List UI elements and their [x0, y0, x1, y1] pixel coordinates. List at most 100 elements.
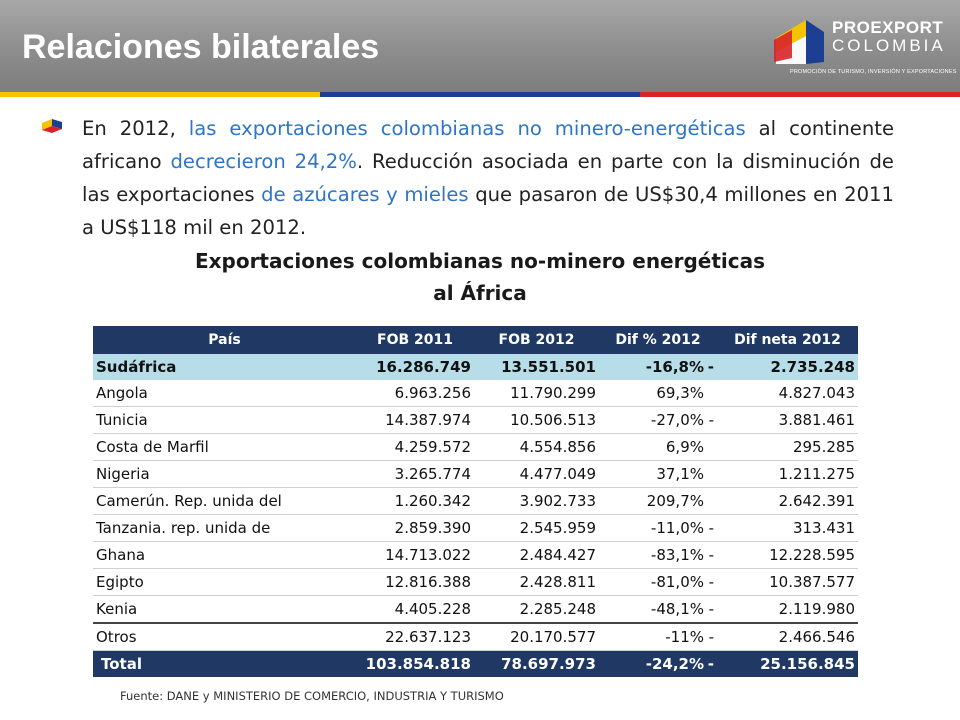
exports-table: País FOB 2011 FOB 2012 Dif % 2012 Dif ne…: [93, 326, 858, 677]
table-row: Costa de Marfil 4.259.572 4.554.856 6,9% 295…: [93, 433, 858, 461]
cell-country: Total: [93, 650, 356, 677]
cell-country: Ghana: [93, 541, 356, 569]
cell-dif-neta: 12.228.595: [717, 541, 858, 569]
cell-fob-2011: 16.286.749: [356, 354, 474, 380]
proexport-logo: PROEXPORT COLOMBIA PROMOCIÓN DE TURISMO,…: [770, 12, 956, 82]
page-title: Relaciones bilaterales: [22, 28, 380, 66]
bullet-highlight-1: las exportaciones colombianas no minero-…: [188, 117, 746, 140]
dif-pct-value: 37,1%: [656, 465, 704, 483]
cell-fob-2011: 103.854.818: [356, 650, 474, 677]
cell-dif-neta: 25.156.845: [717, 650, 858, 677]
cell-dif-pct: -11,0% -: [599, 514, 717, 542]
cell-fob-2012: 13.551.501: [474, 354, 599, 380]
cell-dif-pct: -11% -: [599, 622, 717, 651]
cell-dif-pct: -83,1% -: [599, 541, 717, 569]
dif-sign-marker: -: [708, 573, 714, 591]
cell-dif-neta: 3.881.461: [717, 406, 858, 434]
cell-fob-2012: 11.790.299: [474, 380, 599, 407]
cell-fob-2011: 4.259.572: [356, 433, 474, 461]
header-fob-2012: FOB 2012: [474, 326, 599, 354]
cell-dif-neta: 2.466.546: [717, 622, 858, 651]
cell-dif-neta: 295.285: [717, 433, 858, 461]
dif-pct-value: -81,0%: [650, 573, 704, 591]
cell-dif-pct: 37,1%: [599, 460, 717, 488]
header-pais: País: [93, 326, 356, 354]
cell-fob-2012: 4.554.856: [474, 433, 599, 461]
cell-fob-2012: 10.506.513: [474, 406, 599, 434]
cell-dif-pct: 6,9%: [599, 433, 717, 461]
cell-country: Kenia: [93, 595, 356, 624]
dif-pct-value: -27,0%: [650, 411, 704, 429]
dif-pct-value: 209,7%: [646, 492, 704, 510]
table-row: Camerún. Rep. unida del 1.260.342 3.902.73…: [93, 487, 858, 515]
cell-fob-2011: 14.387.974: [356, 406, 474, 434]
cell-fob-2011: 6.963.256: [356, 380, 474, 407]
flag-bullet-icon: [42, 119, 62, 133]
dif-pct-value: -83,1%: [650, 546, 704, 564]
logo-tagline: PROMOCIÓN DE TURISMO, INVERSIÓN Y EXPORT…: [790, 69, 957, 75]
cell-dif-pct: 209,7%: [599, 487, 717, 515]
bullet-paragraph: En 2012, las exportaciones colombianas n…: [82, 112, 894, 244]
dif-sign-marker: -: [707, 655, 714, 673]
header-dif-pct: Dif % 2012: [599, 326, 717, 354]
cell-country: Costa de Marfil: [93, 433, 356, 461]
dif-sign-marker: -: [708, 411, 714, 429]
cell-fob-2012: 2.285.248: [474, 595, 599, 624]
table-row: Kenia 4.405.228 2.285.248 -48,1% -2.119.980: [93, 595, 858, 624]
cell-fob-2011: 4.405.228: [356, 595, 474, 624]
table-row: Angola 6.963.256 11.790.299 69,3% 4.827.043: [93, 380, 858, 407]
table-row: Otros 22.637.123 20.170.577 -11% -2.466.546: [93, 622, 858, 651]
bullet-highlight-3: de azúcares y mieles: [261, 183, 469, 206]
dif-pct-value: -11,0%: [650, 519, 704, 537]
dif-sign-marker: -: [708, 546, 714, 564]
color-stripe: [0, 92, 960, 97]
cell-fob-2011: 22.637.123: [356, 622, 474, 651]
table-row: Tunicia 14.387.974 10.506.513 -27,0% -3.881.…: [93, 406, 858, 434]
cell-fob-2011: 14.713.022: [356, 541, 474, 569]
cell-dif-pct: 69,3%: [599, 380, 717, 407]
cell-dif-pct: -48,1% -: [599, 595, 717, 624]
cell-fob-2011: 12.816.388: [356, 568, 474, 596]
table-header-row: País FOB 2011 FOB 2012 Dif % 2012 Dif ne…: [93, 326, 858, 354]
table-row: Egipto 12.816.388 2.428.811 -81,0% -10.387.5…: [93, 568, 858, 596]
cell-fob-2012: 20.170.577: [474, 622, 599, 651]
cell-country: Egipto: [93, 568, 356, 596]
dif-sign-marker: -: [708, 600, 714, 618]
cell-dif-pct: -27,0% -: [599, 406, 717, 434]
cell-country: Tanzania. rep. unida de: [93, 514, 356, 542]
table-row: Sudáfrica 16.286.749 13.551.501 -16,8% -2.73…: [93, 354, 858, 380]
cell-dif-neta: 313.431: [717, 514, 858, 542]
cell-dif-neta: 1.211.275: [717, 460, 858, 488]
dif-pct-value: -24,2%: [645, 655, 704, 673]
cell-dif-neta: 2.119.980: [717, 595, 858, 624]
cell-dif-pct: -81,0% -: [599, 568, 717, 596]
dif-pct-value: 69,3%: [656, 384, 704, 402]
cell-country: Camerún. Rep. unida del: [93, 487, 356, 515]
table-title: Exportaciones colombianas no-minero ener…: [150, 245, 810, 309]
bullet-text-2: al continente africano: [82, 117, 894, 173]
cell-fob-2012: 3.902.733: [474, 487, 599, 515]
table-row: Nigeria 3.265.774 4.477.049 37,1% 1.211.275: [93, 460, 858, 488]
cell-country: Sudáfrica: [93, 354, 356, 380]
bullet-highlight-2: decrecieron 24,2%: [170, 150, 357, 173]
logo-word-proexport: PROEXPORT: [832, 18, 944, 37]
table-row: Ghana 14.713.022 2.484.427 -83,1% -12.228.59…: [93, 541, 858, 569]
cell-fob-2012: 78.697.973: [474, 650, 599, 677]
cell-fob-2011: 3.265.774: [356, 460, 474, 488]
cell-fob-2011: 1.260.342: [356, 487, 474, 515]
cell-dif-neta: 4.827.043: [717, 380, 858, 407]
cell-country: Nigeria: [93, 460, 356, 488]
cell-dif-neta: 10.387.577: [717, 568, 858, 596]
cell-fob-2012: 2.428.811: [474, 568, 599, 596]
bullet-text-3: . Reducción asociada en parte con la dis…: [82, 150, 894, 206]
cell-fob-2012: 2.484.427: [474, 541, 599, 569]
cell-country: Otros: [93, 622, 356, 651]
dif-pct-value: -11%: [665, 628, 704, 646]
cell-dif-pct: -24,2% -: [599, 650, 717, 677]
header-dif-neta: Dif neta 2012: [717, 326, 858, 354]
cell-fob-2012: 2.545.959: [474, 514, 599, 542]
dif-sign-marker: -: [707, 358, 714, 376]
table-row: Tanzania. rep. unida de 2.859.390 2.545.95…: [93, 514, 858, 542]
header-fob-2011: FOB 2011: [356, 326, 474, 354]
cell-dif-pct: -16,8% -: [599, 354, 717, 380]
